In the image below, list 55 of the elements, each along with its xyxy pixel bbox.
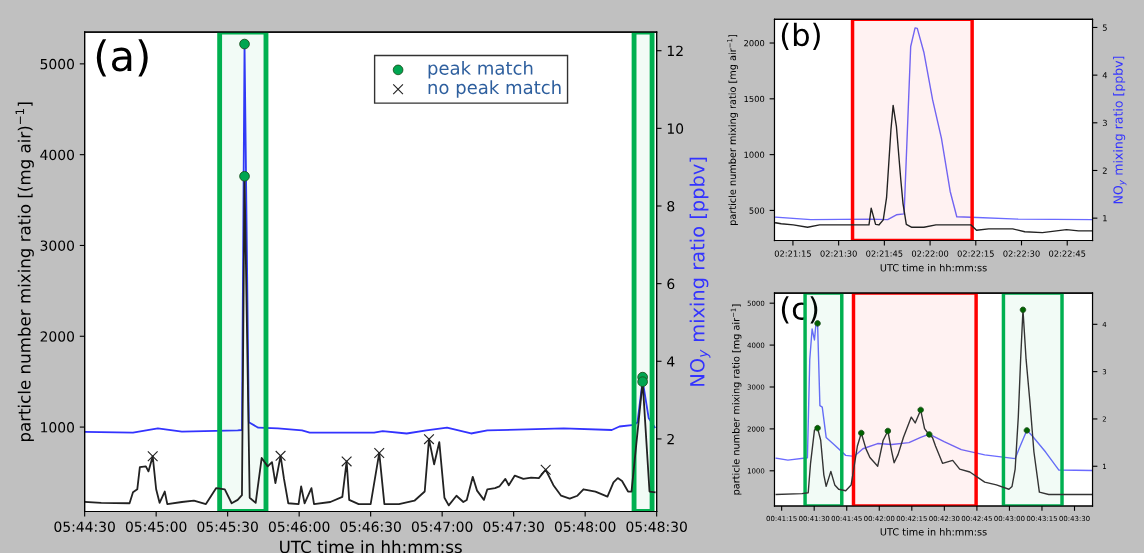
y2-tick-label: 2 bbox=[667, 433, 674, 445]
legend-label: peak match bbox=[428, 60, 533, 79]
x-tick-label: 02:21:30 bbox=[820, 250, 857, 257]
point bbox=[423, 433, 435, 445]
y2-tick-label: 10 bbox=[667, 123, 684, 134]
x-axis-title: UTC time in hh:mm:ss bbox=[880, 263, 987, 272]
y2-tick-label: 4 bbox=[667, 356, 675, 367]
y-tick-label: 2000 bbox=[40, 331, 75, 342]
x-tick-label: 05:44:30 bbox=[54, 521, 115, 532]
point bbox=[540, 464, 552, 476]
x-axis-title: UTC time in hh:mm:ss bbox=[880, 527, 987, 536]
x-tick-label: 05:48:30 bbox=[626, 521, 687, 532]
y2-tick-label: 12 bbox=[667, 45, 683, 56]
y2-tick-label: 5 bbox=[1102, 24, 1107, 31]
point bbox=[275, 450, 286, 462]
y2-tick-label: 6 bbox=[667, 278, 675, 290]
annotation: (a) bbox=[96, 39, 148, 77]
y-tick-label: 2000 bbox=[744, 40, 765, 47]
y2-tick-label: 2 bbox=[1102, 167, 1107, 174]
x-tick-label: 02:21:45 bbox=[866, 250, 903, 257]
y-tick-label: 1000 bbox=[744, 151, 765, 158]
line-series bbox=[775, 104, 1093, 234]
x-tick-label: 05:45:30 bbox=[197, 521, 258, 532]
y-tick-label: 5000 bbox=[40, 58, 75, 70]
x-tick-label: 02:22:30 bbox=[1003, 250, 1040, 257]
y-axis-title: particle number mixing ratio [(mg air)$^{−1}$] bbox=[15, 102, 34, 442]
x-tick-label: 05:48:00 bbox=[554, 521, 616, 532]
y2-axis-title: NO$_{y}$ mixing ratio [ppbv] bbox=[1113, 56, 1127, 204]
y2-tick-label: 1 bbox=[1103, 215, 1107, 222]
y2-tick-label: 8 bbox=[667, 200, 675, 212]
x-tick-label: 02:21:15 bbox=[774, 250, 811, 257]
point bbox=[341, 455, 353, 467]
y-tick-label: 3000 bbox=[40, 240, 75, 251]
x-tick-label: 05:46:30 bbox=[340, 521, 401, 532]
x-tick-label: 02:22:45 bbox=[1049, 250, 1086, 257]
x-tick-label: 05:46:00 bbox=[268, 521, 330, 532]
point bbox=[147, 450, 159, 462]
x-tick-label: 05:45:00 bbox=[125, 521, 187, 532]
y2-axis-title: NO$_{y}$ mixing ratio [ppbv] bbox=[689, 157, 711, 386]
y-tick-label: 1000 bbox=[41, 422, 75, 433]
y-axis-title: particle number mixing ratio [mg air$^{−1}$] bbox=[730, 304, 742, 495]
point bbox=[373, 447, 385, 459]
x-axis-title: UTC time in hh:mm:ss bbox=[280, 540, 462, 553]
x-tick-label: 05:47:30 bbox=[483, 521, 544, 532]
x-tick-label: 05:47:00 bbox=[411, 521, 473, 532]
x-tick-label: 02:22:00 bbox=[911, 250, 949, 257]
legend-label: no peak match bbox=[428, 80, 561, 98]
y-tick-label: 4000 bbox=[40, 149, 75, 161]
y2-tick-label: 3 bbox=[1102, 119, 1107, 127]
y-axis-title: particle number mixing ratio [mg air$^{−1}$] bbox=[727, 34, 738, 225]
y-tick-label: 500 bbox=[749, 207, 765, 214]
y2-tick-label: 4 bbox=[1102, 72, 1108, 79]
annotation: (b) bbox=[781, 22, 820, 50]
y-tick-label: 1500 bbox=[744, 95, 765, 103]
x-tick-label: 02:22:15 bbox=[957, 250, 994, 257]
